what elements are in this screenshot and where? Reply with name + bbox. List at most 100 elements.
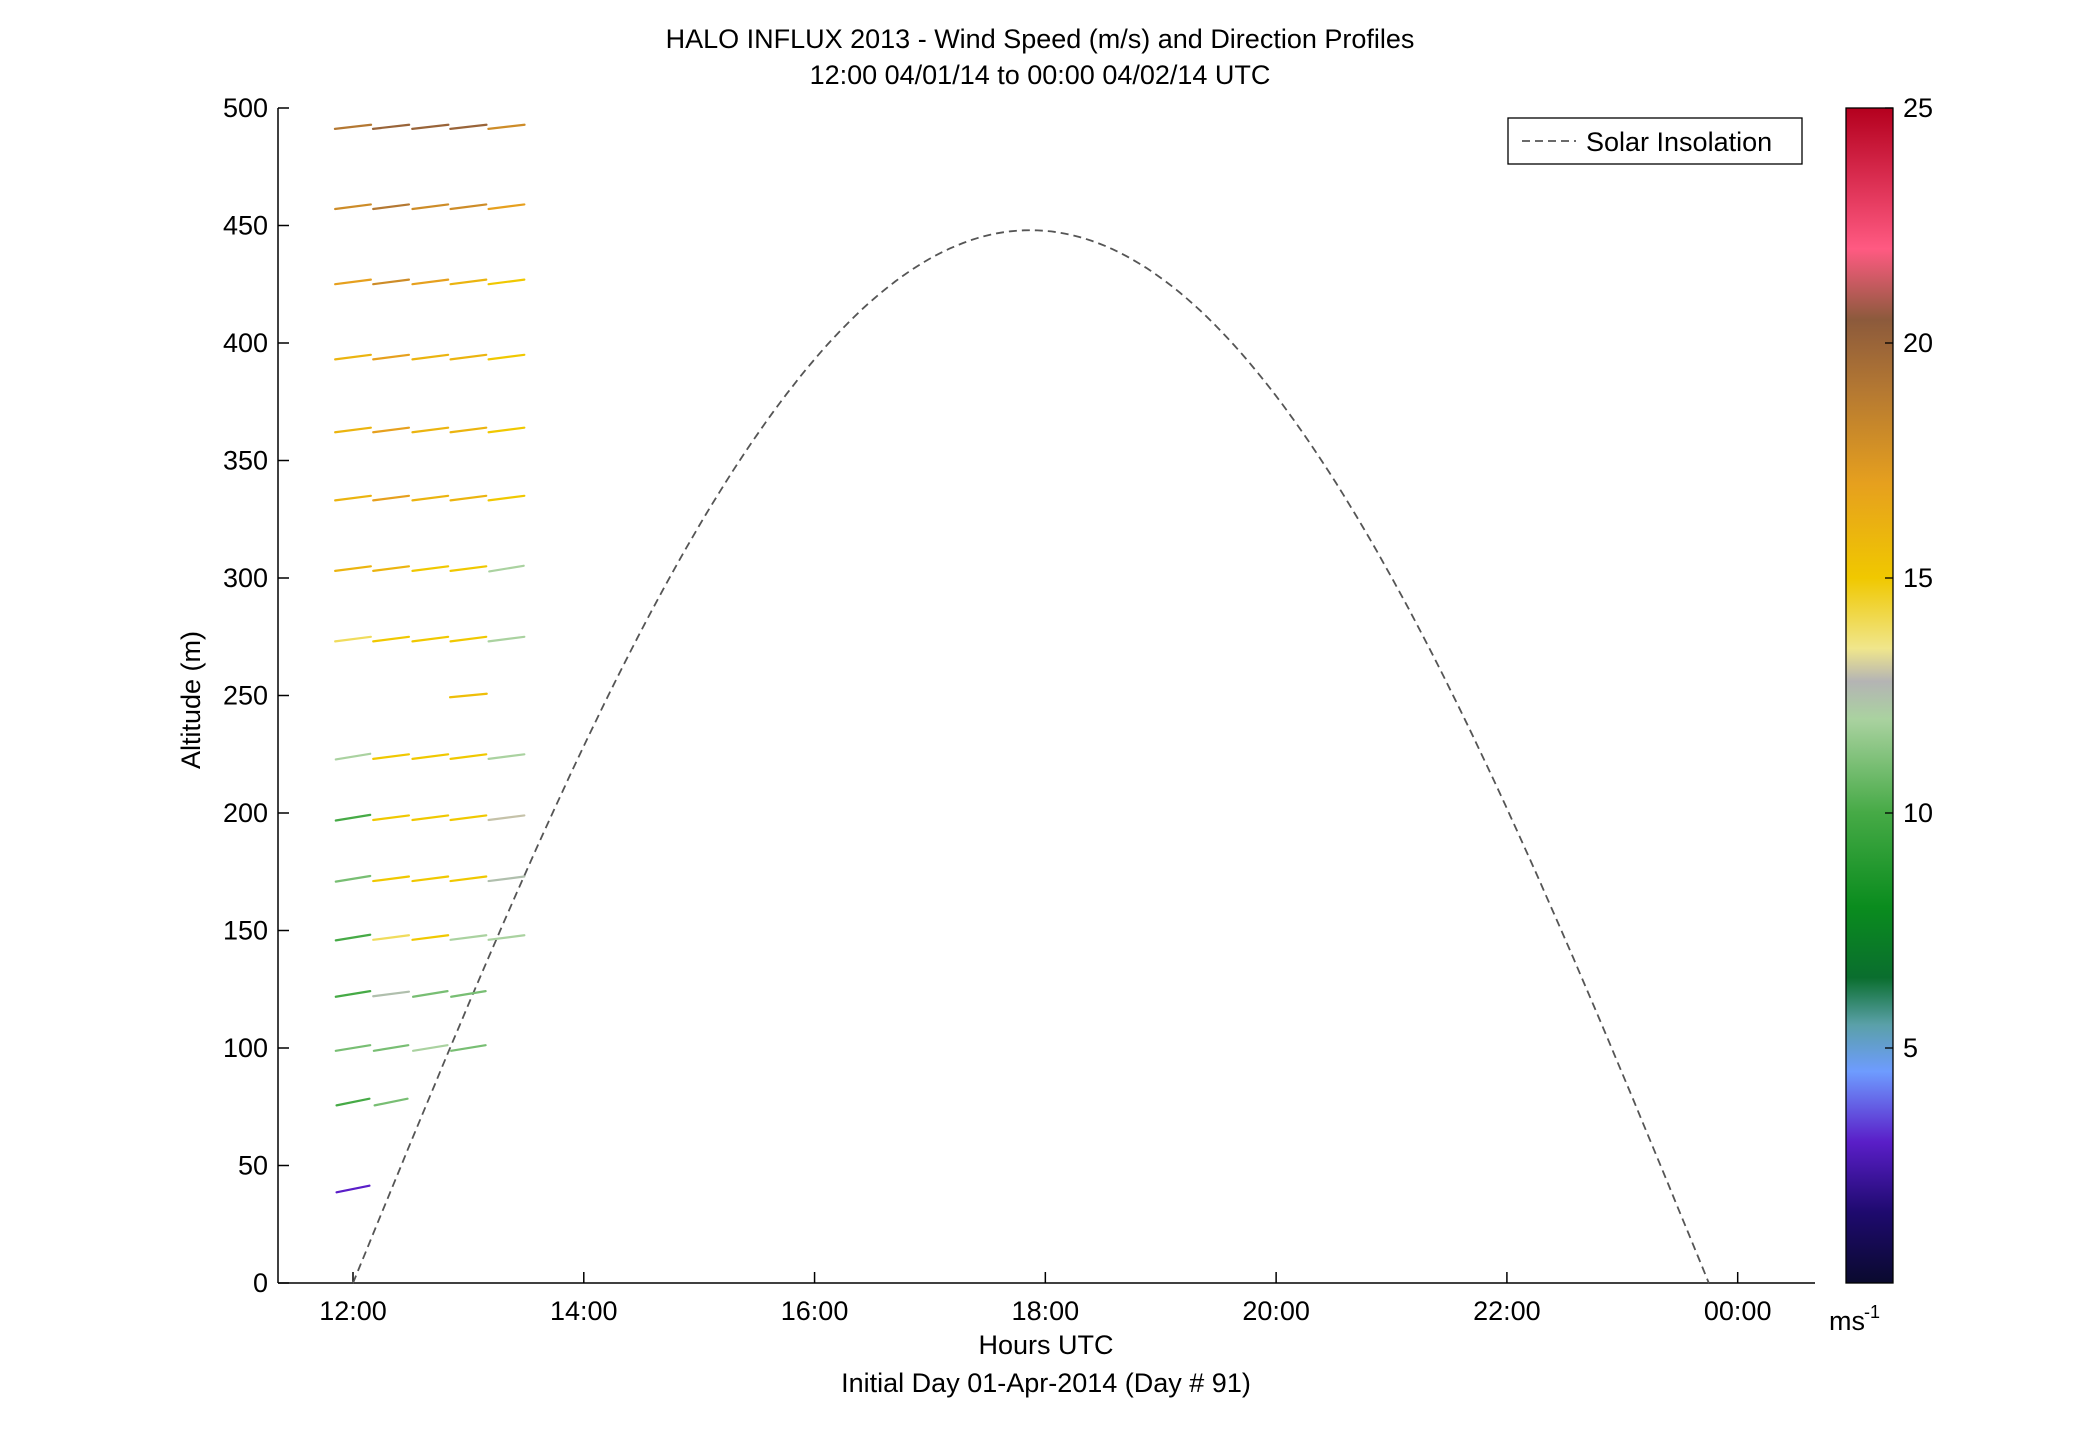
wind-barb	[372, 934, 411, 941]
wind-barb	[487, 875, 526, 883]
x-tick-label: 14:00	[550, 1296, 618, 1326]
wind-barb	[334, 353, 372, 361]
x-tick-label: 12:00	[319, 1296, 387, 1326]
wind-barb	[449, 875, 488, 883]
x-tick-label: 16:00	[781, 1296, 849, 1326]
y-tick-label: 450	[223, 211, 268, 241]
wind-barb	[372, 990, 411, 998]
wind-barb	[372, 494, 411, 502]
wind-barb	[334, 278, 372, 286]
plot-area: 0 50 100 150 200 250 300 350 400 450 500 12:00 14:00…	[223, 93, 1815, 1326]
wind-barb	[373, 1097, 409, 1107]
y-tick-label: 350	[223, 446, 268, 476]
wind-barb	[449, 123, 488, 130]
colorbar-unit-label: ms	[1829, 1306, 1865, 1336]
colorbar-tick-label: 25	[1903, 93, 1933, 123]
wind-barb	[411, 934, 450, 941]
wind-barb	[411, 426, 450, 434]
wind-barb	[487, 934, 526, 941]
wind-barb	[411, 278, 450, 286]
wind-barb	[334, 494, 372, 502]
wind-barb	[411, 353, 450, 361]
x-tick-label: 00:00	[1704, 1296, 1772, 1326]
wind-barb	[372, 875, 411, 883]
y-tick-label: 100	[223, 1033, 268, 1063]
wind-barb	[449, 934, 488, 941]
colorbar-tick-label: 5	[1903, 1033, 1918, 1063]
wind-barb	[449, 635, 488, 643]
wind-barb	[449, 753, 488, 760]
wind-barb	[449, 203, 488, 211]
wind-barb	[372, 353, 411, 361]
x-axis-label: Hours UTC	[978, 1330, 1113, 1360]
wind-barb	[334, 565, 372, 572]
wind-barb	[372, 278, 411, 286]
y-tick-label: 0	[253, 1268, 268, 1298]
y-tick-label: 200	[223, 798, 268, 828]
wind-barb	[411, 123, 450, 130]
wind-barb	[449, 814, 488, 822]
x-tick-label: 22:00	[1473, 1296, 1541, 1326]
wind-barb	[333, 123, 373, 130]
wind-barb	[411, 494, 450, 502]
wind-barb	[487, 753, 526, 760]
wind-barb	[372, 203, 411, 211]
wind-barb	[372, 814, 411, 822]
wind-barb	[334, 752, 372, 761]
solar-insolation-curve	[352, 229, 1710, 1284]
wind-barb	[372, 565, 411, 572]
wind-barb	[372, 426, 411, 434]
wind-barb	[487, 494, 526, 502]
wind-barb	[450, 1044, 487, 1052]
wind-barb	[334, 933, 372, 942]
wind-barb	[487, 814, 526, 822]
legend: Solar Insolation	[1507, 117, 1803, 165]
wind-barb	[371, 123, 411, 130]
wind-barb	[411, 753, 450, 760]
y-tick-label: 150	[223, 916, 268, 946]
wind-barb	[449, 494, 488, 502]
wind-barb	[449, 426, 488, 434]
legend-box	[1507, 117, 1803, 165]
y-axis-label: Altitude (m)	[176, 631, 206, 769]
wind-barb	[449, 278, 488, 286]
wind-barb	[411, 1044, 449, 1052]
wind-barb	[411, 875, 450, 883]
y-tick-label: 250	[223, 681, 268, 711]
wind-barb	[487, 278, 526, 286]
colorbar-tick-label: 10	[1903, 798, 1933, 828]
wind-barb	[334, 1044, 372, 1052]
colorbar-tick-label: 15	[1903, 563, 1933, 593]
wind-barb	[372, 1044, 410, 1052]
wind-barb	[372, 635, 411, 643]
wind-barb	[449, 565, 488, 572]
chart-subtitle: 12:00 04/01/14 to 00:00 04/02/14 UTC	[810, 60, 1271, 90]
wind-barb	[411, 565, 450, 572]
wind-barb	[335, 1184, 371, 1194]
wind-barb	[487, 635, 526, 643]
colorbar-unit-exponent: -1	[1864, 1302, 1880, 1322]
x-tick-label: 20:00	[1242, 1296, 1310, 1326]
wind-barb	[449, 353, 488, 361]
wind-barb	[334, 426, 372, 434]
wind-barb	[487, 353, 526, 361]
y-tick-label: 500	[223, 93, 268, 123]
chart-title: HALO INFLUX 2013 - Wind Speed (m/s) and …	[666, 24, 1415, 54]
wind-barb	[487, 426, 526, 434]
colorbar-tick-label: 20	[1903, 328, 1933, 358]
wind-barb	[334, 813, 372, 822]
wind-barb	[411, 990, 449, 998]
wind-barb	[411, 814, 450, 822]
wind-barb	[372, 753, 411, 760]
wind-barb	[448, 692, 488, 699]
colorbar: 5 10 15 20 25 ms -1	[1829, 93, 1933, 1336]
wind-barb	[487, 123, 526, 130]
wind-barb	[487, 203, 526, 211]
wind-barb	[335, 1097, 371, 1107]
x-axis-sublabel: Initial Day 01-Apr-2014 (Day # 91)	[841, 1368, 1251, 1398]
colorbar-gradient	[1845, 107, 1894, 1284]
x-tick-label: 18:00	[1012, 1296, 1080, 1326]
wind-barb	[411, 635, 450, 643]
